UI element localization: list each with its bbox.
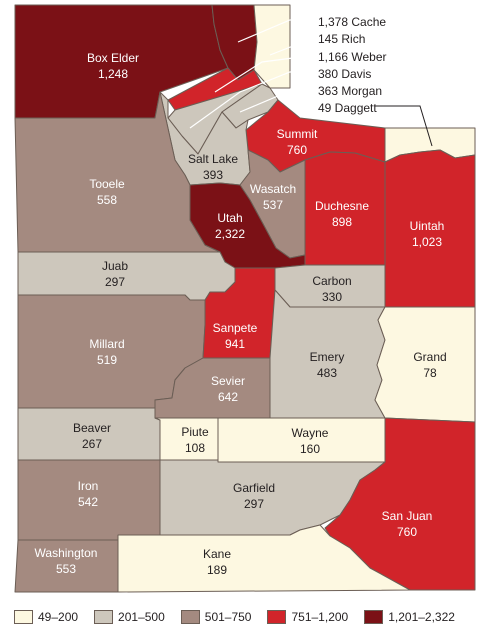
county-label-piute: Piute: [181, 425, 209, 439]
county-value-piute: 108: [185, 441, 205, 455]
county-label-duchesne: Duchesne: [315, 199, 369, 213]
callout-leader-morgan: [239, 88, 317, 113]
county-value-duchesne: 898: [332, 215, 352, 229]
county-label-box-elder: Box Elder: [87, 51, 139, 65]
county-value-san-juan: 760: [397, 525, 417, 539]
legend-item: 49–200: [14, 610, 78, 624]
county-value-garfield: 297: [244, 497, 264, 511]
callout-davis: 380 Davis: [318, 67, 371, 81]
legend-item: 501–750: [180, 610, 252, 624]
county-san-juan: [324, 417, 476, 591]
callout-leader-rich: [269, 36, 317, 56]
county-label-beaver: Beaver: [73, 421, 111, 435]
county-sanpete: [202, 267, 276, 359]
legend-swatch: [180, 610, 200, 624]
callout-rich: 145 Rich: [318, 32, 365, 46]
callout-leader-weber: [214, 54, 317, 93]
legend-swatch: [94, 610, 114, 624]
callout-cache: 1,378 Cache: [318, 15, 386, 29]
county-value-millard: 519: [97, 353, 117, 367]
county-value-salt-lake: 393: [203, 168, 223, 182]
county-value-utah: 2,322: [215, 227, 245, 241]
county-label-wasatch: Wasatch: [250, 182, 296, 196]
county-label-washington: Washington: [35, 546, 98, 560]
county-value-wasatch: 537: [263, 198, 283, 212]
county-label-juab: Juab: [102, 259, 128, 273]
county-value-kane: 189: [207, 563, 227, 577]
county-label-grand: Grand: [413, 350, 446, 364]
county-label-kane: Kane: [203, 547, 231, 561]
county-value-iron: 542: [78, 495, 98, 509]
callout-daggett: 49 Daggett: [318, 101, 377, 115]
county-label-tooele: Tooele: [89, 177, 125, 191]
county-value-washington: 553: [56, 562, 76, 576]
county-label-carbon: Carbon: [312, 274, 351, 288]
county-value-emery: 483: [317, 366, 337, 380]
callout-leader-daggett: [375, 105, 433, 147]
legend-swatch: [267, 610, 287, 624]
county-value-beaver: 267: [82, 437, 102, 451]
county-grand: [374, 306, 476, 423]
county-value-sanpete: 941: [225, 337, 245, 351]
utah-county-map: Box Elder 1,248 Summit 760 Salt Lake 393 Tooel…: [14, 4, 476, 593]
legend-label: 49–200: [38, 610, 79, 624]
callout-weber: 1,166 Weber: [318, 50, 387, 64]
county-label-emery: Emery: [310, 350, 345, 364]
county-kane: [117, 524, 411, 593]
county-label-iron: Iron: [78, 479, 99, 493]
legend-item: 751–1,200: [267, 610, 348, 624]
county-label-san-juan: San Juan: [382, 509, 433, 523]
county-label-summit: Summit: [277, 127, 318, 141]
legend-item: 201–500: [94, 610, 165, 624]
county-label-millard: Millard: [89, 337, 124, 351]
county-label-garfield: Garfield: [233, 481, 275, 495]
legend-label: 751–1,200: [291, 610, 349, 624]
county-label-salt-lake: Salt Lake: [188, 152, 238, 166]
county-rich: [253, 4, 291, 89]
county-value-summit: 760: [287, 143, 307, 157]
callout-morgan: 363 Morgan: [318, 84, 382, 98]
county-value-juab: 297: [105, 275, 125, 289]
legend-label: 1,201–2,322: [388, 610, 455, 624]
legend-swatch: [364, 610, 384, 624]
legend-item: 1,201–2,322: [364, 610, 455, 624]
county-value-grand: 78: [423, 366, 437, 380]
legend-swatch: [14, 610, 33, 624]
county-value-tooele: 558: [97, 193, 117, 207]
county-label-wayne: Wayne: [292, 426, 329, 440]
county-value-wayne: 160: [300, 442, 320, 456]
county-value-carbon: 330: [322, 290, 342, 304]
legend-label: 501–750: [204, 610, 252, 624]
county-label-sevier: Sevier: [211, 374, 245, 388]
legend-label: 201–500: [118, 610, 165, 624]
county-label-uintah: Uintah: [410, 219, 445, 233]
county-value-box-elder: 1,248: [98, 67, 128, 81]
callout-leader-davis: [189, 71, 316, 129]
county-label-utah: Utah: [217, 211, 242, 225]
callout-leader-cache: [237, 19, 316, 43]
map-legend: 49–200 201–500 501–750 751–1,200 1,201–2,322: [14, 607, 484, 627]
county-label-sanpete: Sanpete: [213, 321, 258, 335]
county-value-sevier: 642: [218, 390, 238, 404]
county-value-uintah: 1,023: [412, 235, 442, 249]
county-utah: [189, 182, 306, 269]
